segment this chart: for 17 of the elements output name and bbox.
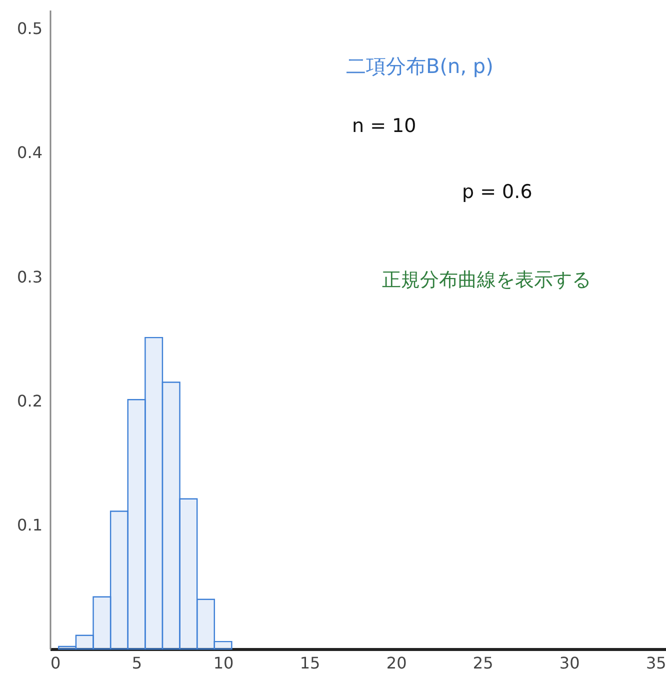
y-tick-label: 0.2 [17,391,42,410]
x-tick-label: 25 [472,654,494,672]
x-tick-label: 10 [213,654,234,672]
y-tick-label: 0.3 [17,267,42,286]
x-tick-label: 30 [559,654,580,672]
y-tick-label: 0.4 [17,143,42,162]
y-tick-label: 0.1 [17,515,42,534]
annotation: p = 0.6 [462,181,532,203]
y-tick-label: 0.5 [17,19,42,38]
x-tick-label: 20 [386,654,407,672]
annotation: 正規分布曲線を表示する [382,269,591,291]
annotation: n = 10 [352,115,416,137]
x-tick-label: 15 [300,654,320,672]
x-tick-label: 0 [50,654,61,672]
text: 二項分布B(n, p) [346,54,494,78]
x-tick-label: 5 [132,654,142,672]
x-tick-label: 35 [646,654,666,672]
